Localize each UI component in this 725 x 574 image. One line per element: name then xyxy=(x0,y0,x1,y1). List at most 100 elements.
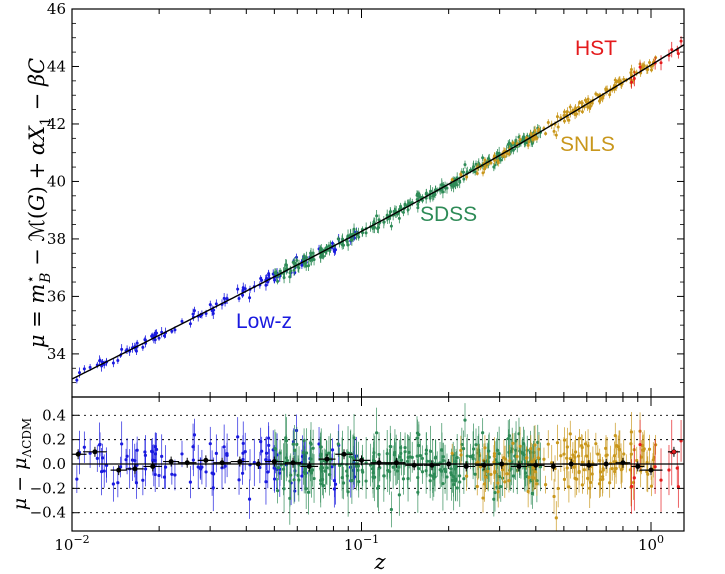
residual-y-tick-label: 0.2 xyxy=(42,431,66,449)
residual-data-point xyxy=(95,456,99,460)
top-data-point xyxy=(526,143,530,147)
residual-data-point xyxy=(577,470,581,475)
residual-data-point xyxy=(405,459,410,464)
residual-data-point xyxy=(461,447,466,451)
residual-data-point xyxy=(100,456,105,460)
residual-y-tick-label: −0.2 xyxy=(30,479,66,497)
residual-data-point xyxy=(654,443,658,447)
residual-data-point xyxy=(173,473,177,477)
residual-data-point xyxy=(526,489,530,494)
residual-data-point xyxy=(236,435,240,439)
top-data-point xyxy=(574,106,578,110)
top-data-point xyxy=(276,279,280,283)
residual-data-point xyxy=(554,516,558,520)
top-data-point xyxy=(416,202,420,206)
residual-data-point xyxy=(370,467,375,471)
binned-mean-point xyxy=(184,460,190,466)
x-tick-label: 10−2 xyxy=(54,533,89,554)
residual-data-point xyxy=(556,486,560,491)
residual-data-point xyxy=(537,447,541,451)
residual-data-point xyxy=(583,442,588,446)
binned-mean-point xyxy=(411,462,417,468)
residual-data-point xyxy=(102,469,106,473)
top-data-point xyxy=(309,258,313,262)
x-tick-label: 100 xyxy=(638,533,664,554)
residual-data-point xyxy=(514,448,518,452)
top-data-point xyxy=(676,52,680,56)
residual-data-point xyxy=(459,448,463,453)
binned-mean-point xyxy=(481,462,487,468)
top-data-point xyxy=(259,276,263,280)
residual-data-point xyxy=(533,443,537,447)
residual-data-point xyxy=(632,476,636,480)
top-data-point xyxy=(562,119,566,123)
top-data-point xyxy=(598,98,602,102)
residual-data-point xyxy=(237,478,241,482)
top-data-point xyxy=(170,329,174,333)
residual-data-point xyxy=(536,456,540,460)
residual-data-point xyxy=(295,442,299,447)
residual-data-point xyxy=(503,480,507,484)
residual-data-point xyxy=(180,452,184,456)
residual-data-point xyxy=(532,458,536,462)
binned-mean-point xyxy=(271,459,277,465)
top-data-point xyxy=(532,137,536,141)
residual-data-point xyxy=(377,452,381,457)
residual-data-point xyxy=(450,451,454,455)
residual-data-point xyxy=(133,458,137,463)
residual-data-point xyxy=(562,452,566,456)
residual-data-point xyxy=(332,479,336,483)
binned-mean-point xyxy=(290,460,296,466)
label-low-z: Low-z xyxy=(236,310,292,333)
top-data-point xyxy=(630,80,634,84)
residual-data-point xyxy=(434,455,438,459)
top-data-point xyxy=(554,133,558,137)
top-data-point xyxy=(503,155,507,159)
top-data-point xyxy=(150,334,154,338)
top-y-tick-label: 38 xyxy=(47,230,66,248)
top-data-point xyxy=(385,213,389,217)
residual-data-point xyxy=(312,476,316,481)
residual-data-point xyxy=(585,454,589,458)
residual-data-point xyxy=(508,459,512,463)
top-data-point xyxy=(342,243,346,247)
residual-data-point xyxy=(630,484,634,489)
residual-panel-axes: −0.4 −0.2 0.0 0.2 0.4 10−2 10−1 100 xyxy=(30,397,684,554)
residual-data-point xyxy=(565,466,569,470)
binned-mean-point xyxy=(75,451,81,457)
top-data-point xyxy=(583,98,587,102)
lcdm-model-curve xyxy=(72,44,684,380)
residual-data-point xyxy=(389,507,393,512)
residual-data-point xyxy=(225,451,229,456)
top-data-point xyxy=(424,191,428,195)
residual-data-point xyxy=(304,451,309,455)
top-data-point xyxy=(670,48,674,52)
residual-data-point xyxy=(153,444,157,449)
residual-data-point xyxy=(266,470,270,474)
residual-data-point xyxy=(143,450,147,454)
top-data-point xyxy=(241,288,245,292)
residual-data-point xyxy=(443,469,448,474)
top-y-axis-title: μ = m⋆B − ℳ(G) + αX1 − βC xyxy=(23,58,54,348)
residual-data-point xyxy=(428,449,433,453)
top-data-point xyxy=(641,64,645,68)
residual-data-point xyxy=(154,447,159,452)
top-data-point xyxy=(98,359,102,363)
residual-data-point xyxy=(596,452,600,456)
binned-mean-point xyxy=(219,460,225,466)
top-data-point xyxy=(555,115,559,119)
residual-data-point xyxy=(241,451,245,455)
top-data-point xyxy=(120,347,124,351)
residual-data-point xyxy=(352,436,356,440)
residual-data-point xyxy=(276,489,280,493)
residual-data-point xyxy=(618,448,622,452)
residual-data-point xyxy=(124,458,128,462)
top-data-point xyxy=(580,101,584,105)
top-data-point xyxy=(533,128,537,132)
residual-data-point xyxy=(401,477,406,481)
top-data-point xyxy=(483,167,487,171)
top-data-point xyxy=(441,190,445,194)
residual-data-point xyxy=(341,481,346,485)
residual-data-point xyxy=(465,454,469,458)
residual-data-point xyxy=(562,477,567,482)
